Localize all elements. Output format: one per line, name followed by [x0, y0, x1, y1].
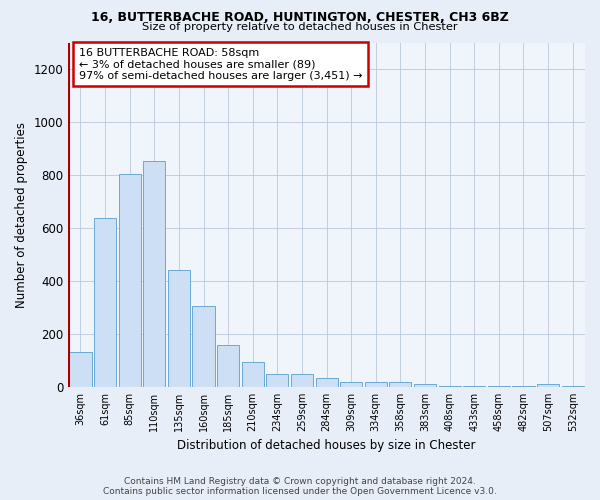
Bar [365, 382, 387, 387]
Bar [168, 270, 190, 387]
Bar [488, 386, 510, 387]
Bar [512, 386, 535, 387]
Text: 16 BUTTERBACHE ROAD: 58sqm
← 3% of detached houses are smaller (89)
97% of semi-: 16 BUTTERBACHE ROAD: 58sqm ← 3% of detac… [79, 48, 362, 81]
Text: 16, BUTTERBACHE ROAD, HUNTINGTON, CHESTER, CH3 6BZ: 16, BUTTERBACHE ROAD, HUNTINGTON, CHESTE… [91, 11, 509, 24]
Text: Size of property relative to detached houses in Chester: Size of property relative to detached ho… [142, 22, 458, 32]
Bar [193, 306, 215, 387]
Bar [217, 345, 239, 387]
Y-axis label: Number of detached properties: Number of detached properties [15, 122, 28, 308]
Bar [414, 384, 436, 387]
X-axis label: Distribution of detached houses by size in Chester: Distribution of detached houses by size … [178, 440, 476, 452]
Bar [242, 362, 264, 387]
Bar [266, 374, 289, 387]
Bar [389, 382, 412, 387]
Bar [537, 384, 559, 387]
Bar [439, 386, 461, 387]
Bar [340, 382, 362, 387]
Bar [463, 386, 485, 387]
Bar [119, 174, 141, 387]
Bar [316, 378, 338, 387]
Bar [562, 386, 584, 387]
Bar [94, 218, 116, 387]
Bar [70, 352, 92, 387]
Bar [291, 374, 313, 387]
Bar [143, 162, 166, 387]
Text: Contains HM Land Registry data © Crown copyright and database right 2024.
Contai: Contains HM Land Registry data © Crown c… [103, 476, 497, 496]
